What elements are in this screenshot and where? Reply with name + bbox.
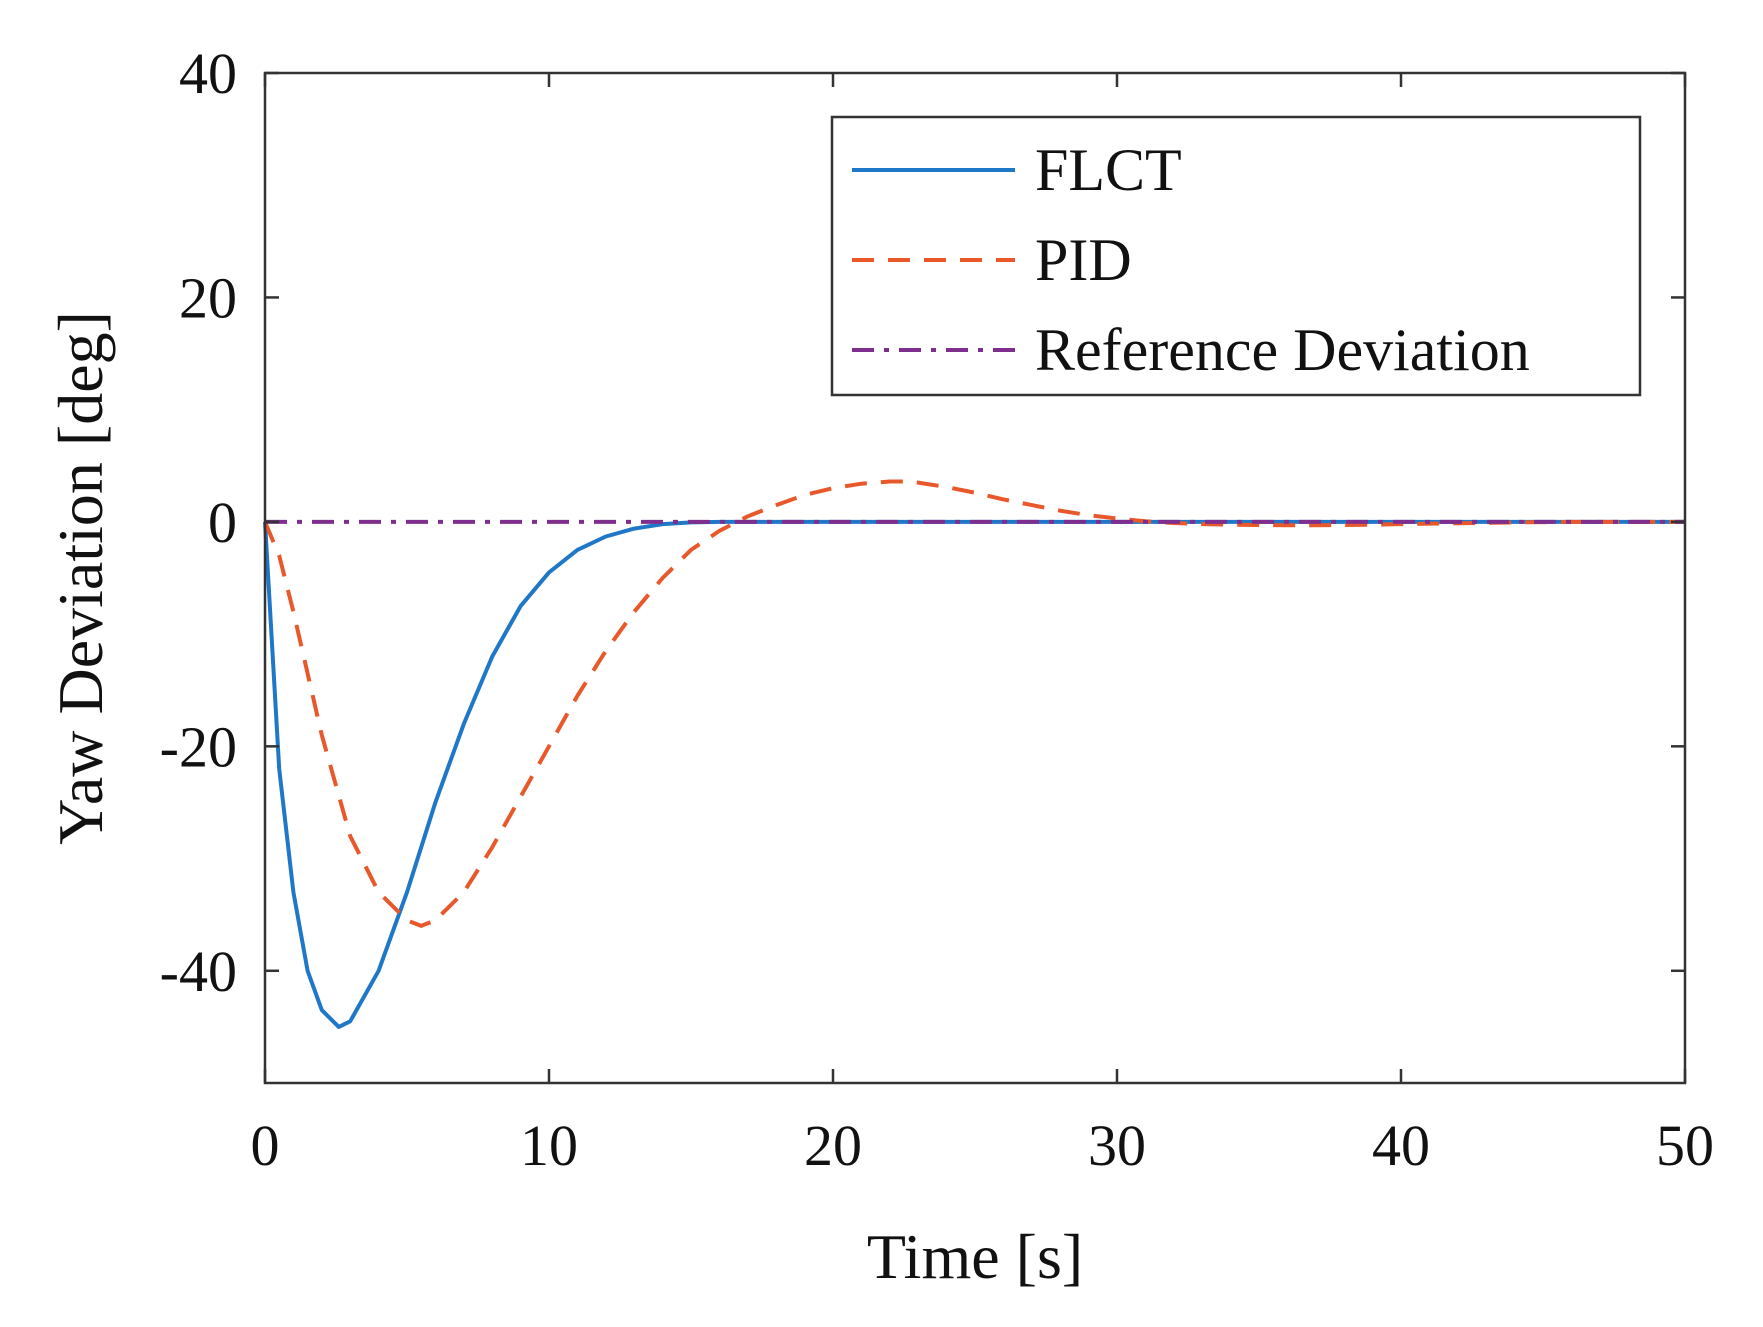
legend-label-pid: PID <box>1035 227 1132 293</box>
x-tick-label: 40 <box>1372 1113 1430 1178</box>
y-tick-label: -20 <box>160 714 237 779</box>
x-tick-label: 20 <box>804 1113 862 1178</box>
y-tick-label: -40 <box>160 939 237 1004</box>
y-tick-label: 40 <box>179 41 237 106</box>
legend-label-reference-deviation: Reference Deviation <box>1035 317 1530 383</box>
series-lines <box>263 479 1685 1029</box>
series-line-pid <box>263 479 1685 928</box>
plot-frame <box>263 71 1687 1085</box>
legend: FLCT PID Reference Deviation <box>830 115 1642 397</box>
y-tick-label: 0 <box>208 490 237 555</box>
x-tick-label: 50 <box>1656 1113 1714 1178</box>
legend-label-flct: FLCT <box>1035 137 1182 203</box>
x-tick-label: 0 <box>251 1113 280 1178</box>
tick-labels: 0 10 20 30 40 50 40 20 0 -20 -40 <box>160 41 1714 1178</box>
axis-ticks <box>263 71 1687 1083</box>
series-line-flct <box>263 519 1685 1029</box>
y-tick-label: 20 <box>179 265 237 330</box>
x-tick-label: 30 <box>1088 1113 1146 1178</box>
y-axis-label: Yaw Deviation [deg] <box>45 311 116 845</box>
x-axis-label: Time [s] <box>867 1221 1083 1292</box>
x-tick-label: 10 <box>520 1113 578 1178</box>
